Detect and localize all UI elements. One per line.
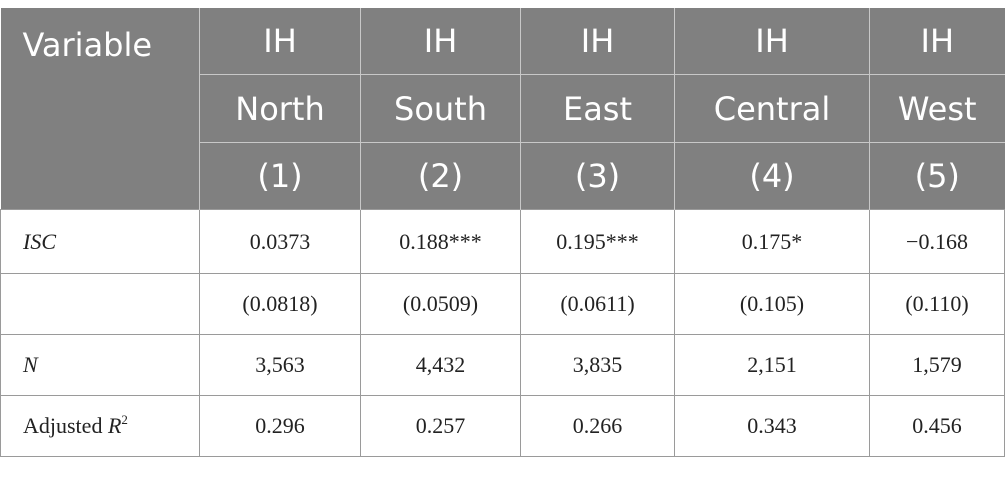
cell-se-3: (0.0611) — [520, 273, 675, 335]
header-num-4: (4) — [674, 142, 870, 210]
cell-r2-2: 0.257 — [360, 395, 521, 457]
cell-r2-5: 0.456 — [869, 395, 1005, 457]
header-num-1: (1) — [199, 142, 361, 210]
regression-table: Variable IH IH IH IH IH North South East… — [0, 8, 1005, 457]
cell-isc-2: 0.188*** — [360, 209, 521, 274]
header-dv-5: IH — [869, 8, 1005, 75]
cell-n-1: 3,563 — [199, 334, 361, 396]
header-dv-4: IH — [674, 8, 870, 75]
header-region-west: West — [869, 74, 1005, 143]
row-label-n: N — [0, 334, 200, 396]
row-label-r-symbol: R — [107, 413, 122, 438]
cell-isc-3: 0.195*** — [520, 209, 675, 274]
cell-r2-1: 0.296 — [199, 395, 361, 457]
header-dv-1: IH — [199, 8, 361, 75]
table-row-isc: ISC 0.0373 0.188*** 0.195*** 0.175* −0.1… — [0, 209, 1005, 274]
header-row-column-number: (1) (2) (3) (4) (5) — [1, 142, 1005, 210]
cell-se-2: (0.0509) — [360, 273, 521, 335]
header-region-south: South — [360, 74, 521, 143]
header-dv-3: IH — [520, 8, 675, 75]
cell-se-5: (0.110) — [869, 273, 1005, 335]
table-row-n: N 3,563 4,432 3,835 2,151 1,579 — [0, 334, 1005, 396]
header-num-3: (3) — [520, 142, 675, 210]
row-label-adjusted-text: Adjusted — [23, 413, 108, 438]
table-row-standard-errors: (0.0818) (0.0509) (0.0611) (0.105) (0.11… — [0, 273, 1005, 335]
table-body: ISC 0.0373 0.188*** 0.195*** 0.175* −0.1… — [0, 209, 1005, 457]
row-label-r-superscript: 2 — [121, 412, 128, 427]
header-dv-2: IH — [360, 8, 521, 75]
cell-n-3: 3,835 — [520, 334, 675, 396]
cell-r2-4: 0.343 — [674, 395, 870, 457]
header-region-central: Central — [674, 74, 870, 143]
cell-isc-5: −0.168 — [869, 209, 1005, 274]
cell-n-2: 4,432 — [360, 334, 521, 396]
header-num-2: (2) — [360, 142, 521, 210]
header-row-dependent-variable: Variable IH IH IH IH IH — [0, 8, 1005, 210]
header-region-east: East — [520, 74, 675, 143]
header-variable: Variable — [0, 8, 200, 210]
table-row-adjusted-r2: Adjusted R2 0.296 0.257 0.266 0.343 0.45… — [0, 395, 1005, 457]
row-label-isc: ISC — [0, 209, 200, 274]
cell-isc-4: 0.175* — [674, 209, 870, 274]
cell-n-4: 2,151 — [674, 334, 870, 396]
header-region-north: North — [199, 74, 361, 143]
row-label-adjusted-r2: Adjusted R2 — [0, 395, 200, 457]
row-label-se — [0, 273, 200, 335]
cell-se-1: (0.0818) — [199, 273, 361, 335]
header-row-region: North South East Central West — [1, 74, 1005, 143]
cell-r2-3: 0.266 — [520, 395, 675, 457]
cell-isc-1: 0.0373 — [199, 209, 361, 274]
table-header: Variable IH IH IH IH IH North South East… — [0, 8, 1005, 210]
header-num-5: (5) — [869, 142, 1005, 210]
cell-se-4: (0.105) — [674, 273, 870, 335]
cell-n-5: 1,579 — [869, 334, 1005, 396]
